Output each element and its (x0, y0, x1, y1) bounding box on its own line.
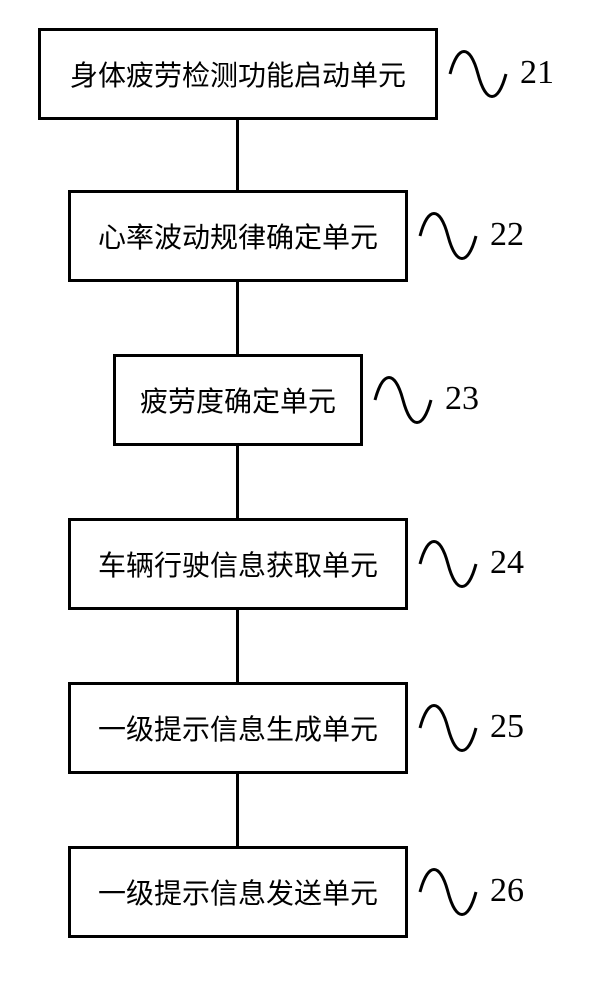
node-label: 一级提示信息发送单元 (98, 872, 378, 912)
flowchart-connector (236, 282, 239, 354)
flowchart-node: 一级提示信息发送单元 (68, 846, 408, 938)
wave-icon (418, 198, 478, 274)
node-number: 26 (490, 872, 524, 910)
node-number: 22 (490, 216, 524, 254)
node-label: 一级提示信息生成单元 (98, 708, 378, 748)
flowchart-connector (236, 446, 239, 518)
flowchart-node: 车辆行驶信息获取单元 (68, 518, 408, 610)
node-label: 心率波动规律确定单元 (98, 216, 378, 256)
flowchart-connector (236, 774, 239, 846)
flowchart-node: 一级提示信息生成单元 (68, 682, 408, 774)
wave-icon (418, 526, 478, 602)
wave-icon (418, 854, 478, 930)
node-label: 身体疲劳检测功能启动单元 (70, 54, 406, 94)
flowchart-node: 疲劳度确定单元 (113, 354, 363, 446)
flowchart-connector (236, 120, 239, 190)
node-number: 23 (445, 380, 479, 418)
node-number: 24 (490, 544, 524, 582)
flowchart-node: 心率波动规律确定单元 (68, 190, 408, 282)
node-label: 车辆行驶信息获取单元 (98, 544, 378, 584)
flowchart-connector (236, 610, 239, 682)
node-number: 21 (520, 54, 554, 92)
flowchart-node: 身体疲劳检测功能启动单元 (38, 28, 438, 120)
node-label: 疲劳度确定单元 (140, 380, 336, 420)
wave-icon (373, 362, 433, 438)
wave-icon (448, 36, 508, 112)
node-number: 25 (490, 708, 524, 746)
wave-icon (418, 690, 478, 766)
